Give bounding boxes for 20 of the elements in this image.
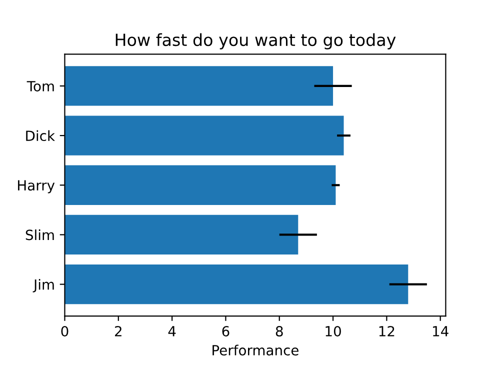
y-tick-label: Dick xyxy=(26,130,55,142)
y-tick-label: Slim xyxy=(26,229,54,240)
x-tick-label: 6 xyxy=(222,326,230,337)
x-tick-label: 12 xyxy=(379,326,394,336)
bar xyxy=(64,165,336,205)
x-tick-label: 10 xyxy=(326,326,341,337)
x-tick-label: 8 xyxy=(276,326,283,337)
x-axis-title: Performance xyxy=(212,344,298,356)
y-tick-label: Tom xyxy=(26,81,54,92)
y-tick-label: Harry xyxy=(18,180,55,194)
bar xyxy=(64,116,344,156)
x-tick-label: 4 xyxy=(168,326,176,336)
bar xyxy=(64,66,334,106)
bar xyxy=(64,214,298,255)
x-tick-label: 14 xyxy=(433,326,448,336)
y-tick-label: Jim xyxy=(32,279,54,292)
chart-title: How fast do you want to go today xyxy=(116,33,396,50)
x-tick-label: 0 xyxy=(61,326,68,337)
x-tick-label: 2 xyxy=(114,326,122,336)
bar xyxy=(64,264,408,304)
